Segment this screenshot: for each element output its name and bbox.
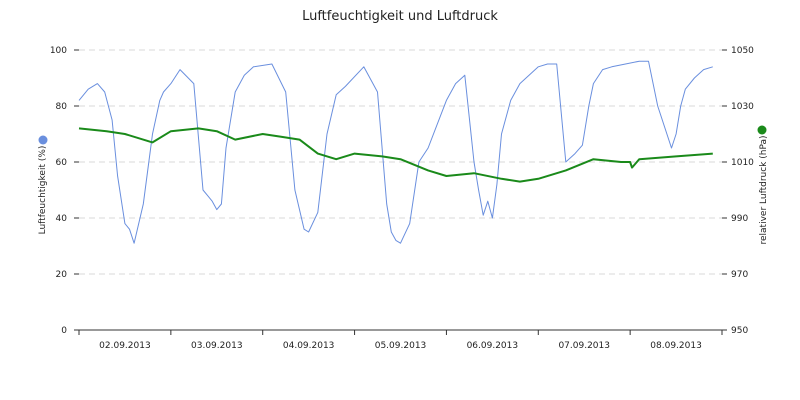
y-axis-right-label: relativer Luftdruck (hPa) (759, 135, 769, 244)
y-right-tick-label: 950 (731, 326, 748, 336)
series-lines (78, 60, 713, 244)
x-tick-label: 05.09.2013 (375, 341, 427, 351)
y-left-tick-label: 80 (56, 102, 68, 112)
y-right-tick-label: 1010 (731, 158, 754, 168)
x-tick-label: 07.09.2013 (558, 341, 610, 351)
y-right-ticks: 950 970 990 1010 1030 1050 (722, 46, 754, 336)
y-axis-left-label: Luftfeuchtigkeit (%) (38, 146, 48, 235)
y-right-tick-label: 970 (731, 270, 748, 280)
x-tick-label: 06.09.2013 (467, 341, 519, 351)
chart-title: Luftfeuchtigkeit und Luftdruck (302, 9, 498, 24)
y-right-tick-label: 990 (731, 214, 748, 224)
y-left-tick-label: 20 (56, 270, 68, 280)
x-tick-label: 02.09.2013 (99, 341, 151, 351)
y-right-tick-label: 1050 (731, 46, 754, 56)
legend-dot-humidity (38, 135, 48, 145)
y-left-tick-label: 0 (61, 326, 67, 336)
x-tick-label: 03.09.2013 (191, 341, 243, 351)
y-left-tick-label: 40 (56, 214, 68, 224)
y-right-tick-label: 1030 (731, 102, 754, 112)
y-left-tick-label: 100 (50, 46, 67, 56)
series-line-humidity (78, 60, 713, 244)
y-left-ticks: 0 20 40 60 80 100 (50, 46, 79, 336)
series-line-pressure (78, 127, 713, 183)
x-tick-label: 08.09.2013 (650, 341, 702, 351)
x-axis-ticks: 02.09.2013 03.09.2013 04.09.2013 05.09.2013… (78, 330, 723, 351)
y-left-tick-label: 60 (56, 158, 68, 168)
legend-dot-pressure (757, 125, 767, 135)
x-tick-label: 04.09.2013 (283, 341, 335, 351)
